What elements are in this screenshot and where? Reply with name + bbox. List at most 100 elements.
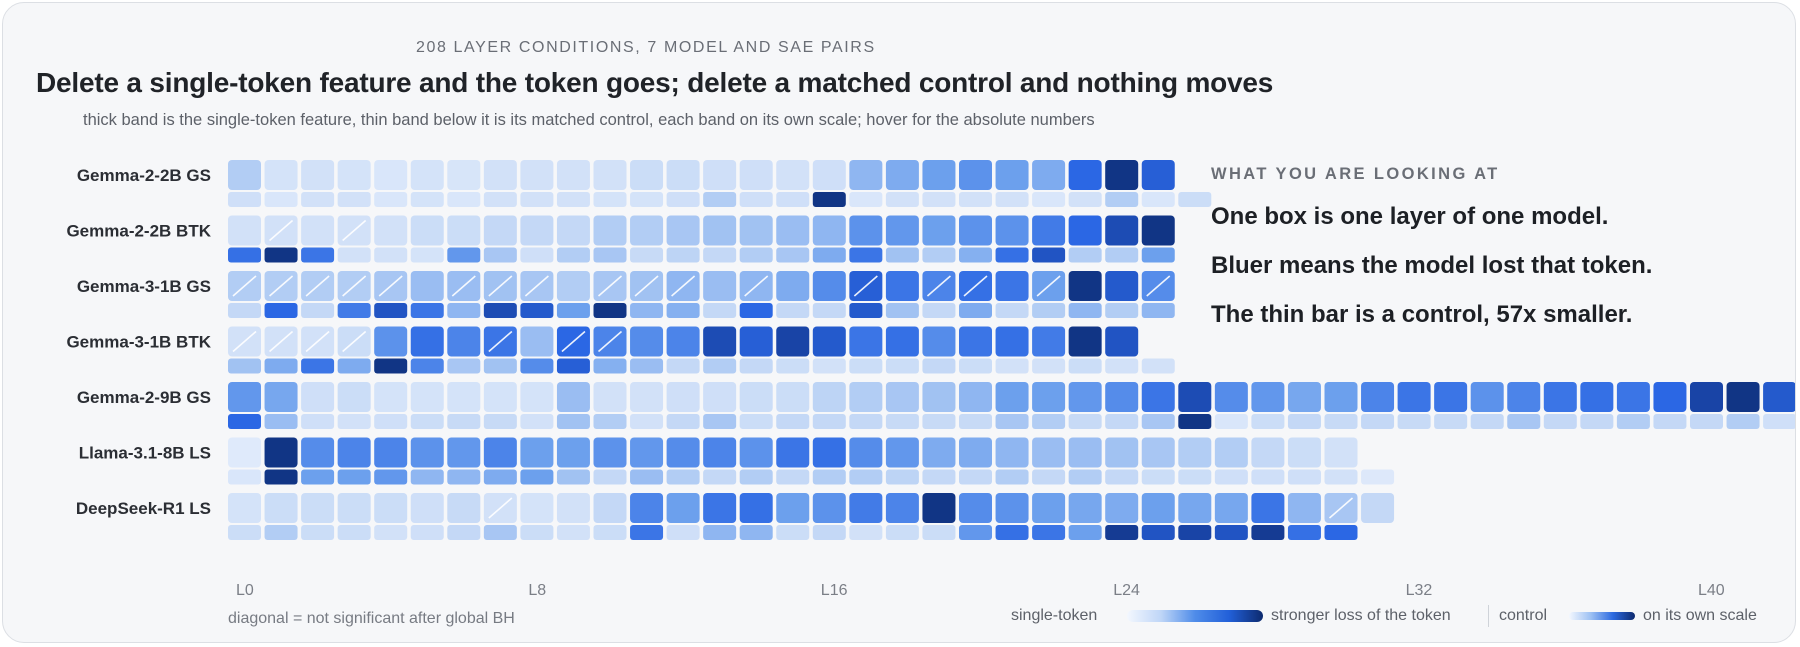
single-token-cell[interactable] [520,326,554,357]
single-token-cell[interactable] [812,326,846,357]
single-token-cell[interactable] [1141,160,1175,190]
single-token-cell[interactable] [812,437,846,468]
single-token-cell[interactable] [1214,493,1248,523]
control-cell[interactable] [301,303,335,318]
control-cell[interactable] [1324,469,1358,485]
single-token-cell[interactable] [1105,271,1139,301]
control-cell[interactable] [1141,414,1175,429]
single-token-cell[interactable] [1434,382,1468,412]
control-cell[interactable] [593,469,627,485]
control-cell[interactable] [1726,414,1760,429]
single-token-cell[interactable] [520,382,554,412]
control-cell[interactable] [703,414,737,429]
single-token-cell[interactable] [922,382,956,412]
single-token-cell[interactable] [410,160,444,190]
single-token-cell[interactable] [1068,160,1102,190]
control-cell[interactable] [922,247,956,263]
single-token-cell[interactable] [922,326,956,357]
single-token-cell[interactable] [1105,326,1139,357]
control-cell[interactable] [959,525,992,540]
control-cell[interactable] [264,303,298,318]
control-cell[interactable] [1690,414,1723,429]
single-token-cell[interactable] [995,160,1029,190]
single-token-cell[interactable] [1105,493,1139,523]
single-token-cell[interactable] [739,437,773,468]
control-cell[interactable] [264,414,298,429]
control-cell[interactable] [520,414,554,429]
single-token-cell[interactable] [739,382,773,412]
control-cell[interactable] [1032,469,1066,485]
control-cell[interactable] [447,414,481,429]
single-token-cell[interactable] [995,493,1029,523]
single-token-cell[interactable] [520,160,554,190]
control-cell[interactable] [410,414,444,429]
single-token-cell[interactable] [447,160,481,190]
single-token-cell[interactable] [630,160,664,190]
control-cell[interactable] [593,192,627,207]
single-token-cell[interactable] [1470,382,1504,412]
single-token-cell[interactable] [739,215,773,246]
single-token-cell[interactable] [1068,215,1102,246]
single-token-cell[interactable] [1105,382,1139,412]
control-cell[interactable] [1251,525,1285,540]
control-cell[interactable] [630,303,664,318]
single-token-cell[interactable] [1361,493,1395,523]
control-cell[interactable] [776,525,810,540]
single-token-cell[interactable] [410,326,444,357]
control-cell[interactable] [849,358,883,374]
single-token-cell[interactable] [593,437,627,468]
control-cell[interactable] [1214,469,1248,485]
control-cell[interactable] [1251,469,1285,485]
control-cell[interactable] [995,358,1029,374]
control-cell[interactable] [337,414,371,429]
control-cell[interactable] [1580,414,1614,429]
control-cell[interactable] [1068,247,1102,263]
single-token-cell[interactable] [666,160,700,190]
single-token-cell[interactable] [776,493,810,523]
control-cell[interactable] [959,192,992,207]
control-cell[interactable] [301,525,335,540]
single-token-cell[interactable] [410,382,444,412]
control-cell[interactable] [1507,414,1541,429]
control-cell[interactable] [739,192,773,207]
single-token-cell[interactable] [1690,382,1723,412]
single-token-cell[interactable] [301,493,335,523]
single-token-cell[interactable] [922,160,956,190]
single-token-cell[interactable] [593,382,627,412]
control-cell[interactable] [812,247,846,263]
control-cell[interactable] [959,469,992,485]
control-cell[interactable] [1141,469,1175,485]
control-cell[interactable] [374,358,408,374]
control-cell[interactable] [1178,414,1212,429]
single-token-cell[interactable] [703,437,737,468]
control-cell[interactable] [1287,414,1321,429]
single-token-cell[interactable] [812,215,846,246]
control-cell[interactable] [410,247,444,263]
control-cell[interactable] [630,358,664,374]
single-token-cell[interactable] [1032,437,1066,468]
control-cell[interactable] [1653,414,1687,429]
single-token-cell[interactable] [922,437,956,468]
control-cell[interactable] [483,192,517,207]
control-cell[interactable] [228,358,261,374]
single-token-cell[interactable] [593,493,627,523]
control-cell[interactable] [739,247,773,263]
single-token-cell[interactable] [849,493,883,523]
control-cell[interactable] [739,414,773,429]
single-token-cell[interactable] [374,437,408,468]
control-cell[interactable] [1032,525,1066,540]
single-token-cell[interactable] [447,493,481,523]
control-cell[interactable] [1361,414,1395,429]
single-token-cell[interactable] [483,215,517,246]
control-cell[interactable] [776,303,810,318]
single-token-cell[interactable] [556,215,590,246]
control-cell[interactable] [739,469,773,485]
control-cell[interactable] [812,414,846,429]
control-cell[interactable] [776,414,810,429]
single-token-cell[interactable] [337,382,371,412]
control-cell[interactable] [666,303,700,318]
single-token-cell[interactable] [1178,382,1212,412]
single-token-cell[interactable] [1543,382,1577,412]
control-cell[interactable] [410,358,444,374]
single-token-cell[interactable] [301,160,335,190]
